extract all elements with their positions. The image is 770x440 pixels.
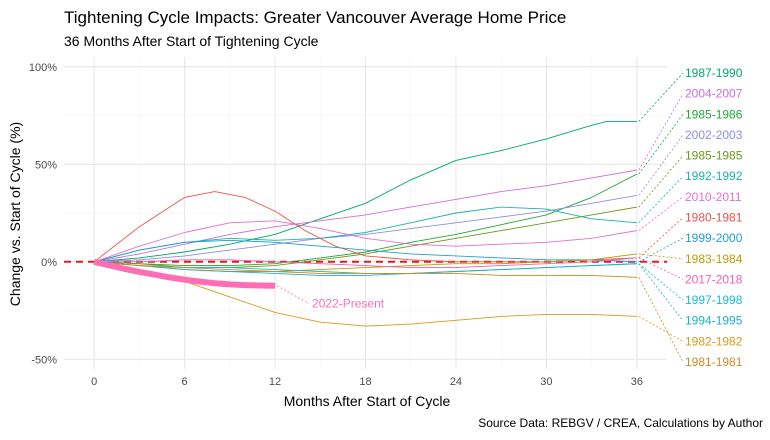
leader-2004-2007: [638, 93, 684, 171]
leader-1992-1992: [638, 175, 684, 224]
leader-1983-1984: [638, 253, 684, 260]
chart-subtitle: 36 Months After Start of Tightening Cycl…: [64, 33, 319, 49]
series-label-1980-1981: 1980-1981: [685, 211, 743, 225]
leader-2017-2018: [638, 257, 684, 280]
series-line-2010-2011: [94, 220, 637, 263]
series-line-1987-1990: [94, 120, 637, 263]
leader-current: [276, 285, 310, 305]
leader-1982-1982: [638, 316, 684, 342]
series-label-2002-2003: 2002-2003: [685, 128, 743, 142]
x-axis-title: Months After Start of Cycle: [284, 393, 451, 409]
y-axis-ticks: -50% 0% 50% 100%: [29, 62, 57, 367]
leader-1997-1998: [638, 263, 684, 301]
series-label-1981-1981: 1981-1981: [685, 355, 743, 369]
series-line-1985-1986: [94, 173, 638, 267]
series-label-1982-1982: 1982-1982: [685, 334, 743, 348]
y-tick-label: 100%: [29, 62, 57, 74]
grid: [64, 57, 667, 369]
y-tick-label: -50%: [31, 354, 57, 366]
series-line-1981-1981: [94, 261, 637, 278]
leader-1999-2000: [638, 237, 684, 263]
y-tick-label: 50%: [35, 159, 57, 171]
series-line-2004-2007: [94, 169, 637, 263]
series-labels: 1987-1990 2004-2007 1985-1986 2002-2003 1985…: [312, 66, 743, 369]
leader-1994-1995: [638, 263, 684, 321]
series-label-2010-2011: 2010-2011: [685, 190, 742, 204]
series-line-2002-2003: [94, 194, 637, 263]
x-tick-label: 0: [91, 376, 97, 388]
x-axis-ticks: 0 6 12 18 24 30 36: [91, 376, 643, 388]
leader-1985-1986: [638, 114, 684, 175]
series-label-1983-1984: 1983-1984: [685, 252, 743, 266]
label-leader-lines: [276, 72, 684, 363]
chart-title: Tightening Cycle Impacts: Greater Vancou…: [64, 8, 566, 27]
x-tick-label: 24: [450, 376, 462, 388]
series-label-2004-2007: 2004-2007: [685, 87, 743, 101]
series-label-1992-1992: 1992-1992: [685, 169, 743, 183]
series-line-current: [93, 258, 276, 289]
series-line-1980-1981: [93, 191, 637, 263]
chart-caption: Source Data: REBGV / CREA, Calculations …: [478, 416, 763, 430]
x-tick-label: 12: [269, 376, 281, 388]
x-tick-label: 30: [540, 376, 552, 388]
x-tick-label: 36: [631, 376, 643, 388]
series-label-1997-1998: 1997-1998: [685, 293, 743, 307]
leader-1981-1981: [638, 277, 684, 363]
y-tick-label: 0%: [41, 257, 57, 269]
series-line-1999-2000: [94, 239, 637, 263]
x-tick-label: 18: [359, 376, 371, 388]
x-tick-label: 6: [182, 376, 188, 388]
series-label-1994-1995: 1994-1995: [685, 314, 743, 328]
series-label-1985-1985: 1985-1985: [685, 149, 743, 163]
series-label-1999-2000: 1999-2000: [685, 231, 743, 245]
leader-1985-1985: [638, 155, 684, 208]
leader-2002-2003: [638, 134, 684, 196]
leader-1987-1990: [638, 72, 684, 122]
series-label-1987-1990: 1987-1990: [685, 66, 743, 80]
series-label-current: 2022-Present: [312, 297, 385, 311]
series-line-1994-1995: [94, 261, 637, 276]
series-label-1985-1986: 1985-1986: [685, 107, 743, 121]
series-label-2017-2018: 2017-2018: [685, 272, 743, 286]
leader-2010-2011: [638, 196, 684, 231]
series-lines: [93, 120, 638, 327]
leader-1980-1981: [638, 217, 684, 259]
y-axis-title: Change vs. Start of Cycle (%): [7, 122, 23, 306]
series-line-2017-2018: [94, 257, 637, 269]
